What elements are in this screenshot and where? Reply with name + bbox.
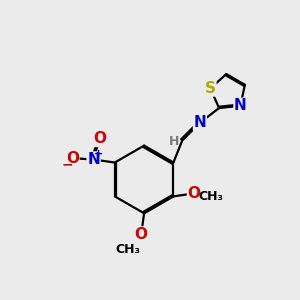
Text: N: N bbox=[194, 115, 206, 130]
Text: O: O bbox=[66, 151, 79, 166]
Text: CH₃: CH₃ bbox=[199, 190, 224, 203]
Text: +: + bbox=[94, 149, 103, 159]
Text: CH₃: CH₃ bbox=[116, 243, 140, 256]
Text: N: N bbox=[87, 152, 100, 167]
Text: S: S bbox=[205, 81, 216, 96]
Text: H: H bbox=[169, 135, 179, 148]
Text: N: N bbox=[234, 98, 247, 113]
Text: O: O bbox=[135, 227, 148, 242]
Text: O: O bbox=[93, 131, 106, 146]
Text: −: − bbox=[61, 157, 73, 171]
Text: O: O bbox=[188, 186, 200, 201]
